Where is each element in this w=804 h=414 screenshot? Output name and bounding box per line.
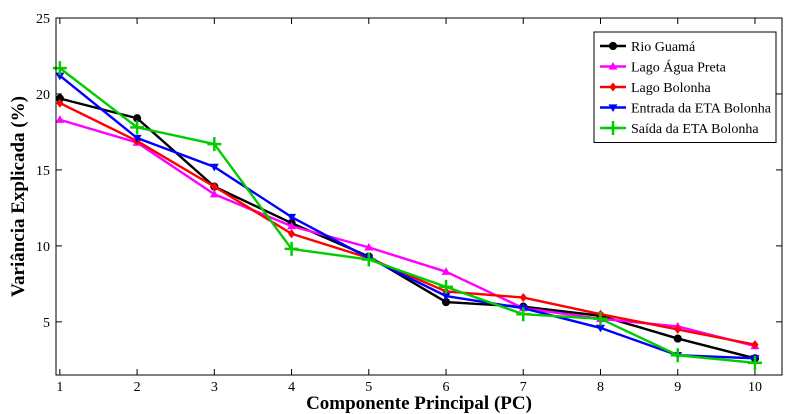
data-point (287, 229, 296, 239)
legend-item: Entrada da ETA Bolonha (600, 102, 772, 117)
data-point (516, 307, 531, 322)
legend-label: Lago Água Preta (631, 59, 727, 76)
legend-marker (608, 62, 618, 70)
x-axis-label: Componente Principal (PC) (306, 393, 532, 414)
x-tick-label: 9 (674, 380, 681, 395)
data-point (441, 292, 451, 301)
x-tick-label: 4 (288, 380, 295, 395)
data-point (439, 279, 454, 294)
y-tick-label: 10 (36, 240, 50, 255)
data-point (55, 115, 65, 123)
ticks-layer: 1 2 3 4 5 6 7 8 9 10 5 10 15 20 25 (36, 12, 782, 395)
legend-item: Saída da ETA Bolonha (600, 121, 759, 137)
y-tick-label: 15 (36, 164, 50, 179)
series-3 (56, 98, 759, 350)
data-point (52, 61, 67, 76)
data-point (287, 221, 297, 230)
x-tick-label: 10 (748, 380, 762, 395)
data-point (207, 137, 222, 152)
legend-item: Lago Água Preta (600, 59, 727, 76)
legend-marker (608, 41, 618, 51)
series-line (59, 101, 756, 346)
series-layer (52, 61, 762, 370)
x-tick-label: 6 (443, 380, 450, 395)
x-tick-label: 8 (597, 380, 604, 395)
legend-marker (606, 121, 620, 135)
legend: Rio Guamá Lago Água Preta Lago Bolonha Entr… (593, 31, 777, 143)
data-point (361, 252, 376, 267)
data-point (519, 293, 527, 303)
y-tick-label: 20 (36, 88, 50, 103)
legend-marker (609, 82, 617, 92)
data-point (441, 267, 451, 275)
data-point (674, 324, 682, 334)
series-4 (55, 72, 760, 363)
legend-item: Rio Guamá (600, 40, 696, 55)
data-point (132, 134, 142, 143)
y-axis-label: Variância Explicada (%) (8, 96, 29, 297)
x-tick-label: 3 (211, 380, 218, 395)
data-point (56, 98, 64, 108)
data-point (287, 213, 297, 222)
data-point (364, 242, 374, 251)
data-point (751, 340, 759, 350)
data-point (55, 72, 65, 81)
y-tick-label: 25 (36, 12, 50, 27)
data-point (209, 189, 219, 198)
y-tick-label: 5 (43, 316, 50, 331)
legend-label: Lago Bolonha (631, 81, 711, 96)
data-point (673, 334, 682, 343)
data-point (210, 182, 218, 192)
x-tick-label: 5 (365, 380, 372, 395)
data-point (209, 163, 219, 172)
series-5 (52, 61, 762, 370)
legend-item: Lago Bolonha (600, 81, 711, 96)
legend-marker (608, 104, 618, 112)
data-point (284, 241, 299, 256)
series-line (59, 74, 756, 360)
x-tick-label: 1 (56, 380, 63, 395)
legend-label: Saída da ETA Bolonha (631, 122, 759, 137)
series-line (59, 67, 756, 365)
data-point (747, 355, 762, 370)
x-tick-label: 2 (134, 380, 141, 395)
data-point (593, 311, 608, 326)
x-tick-label: 7 (520, 380, 527, 395)
data-point (130, 120, 145, 135)
plot-frame (55, 17, 783, 376)
data-point (596, 324, 605, 333)
legend-label: Entrada da ETA Bolonha (631, 102, 772, 117)
legend-label: Rio Guamá (631, 40, 696, 55)
data-point (670, 348, 685, 363)
